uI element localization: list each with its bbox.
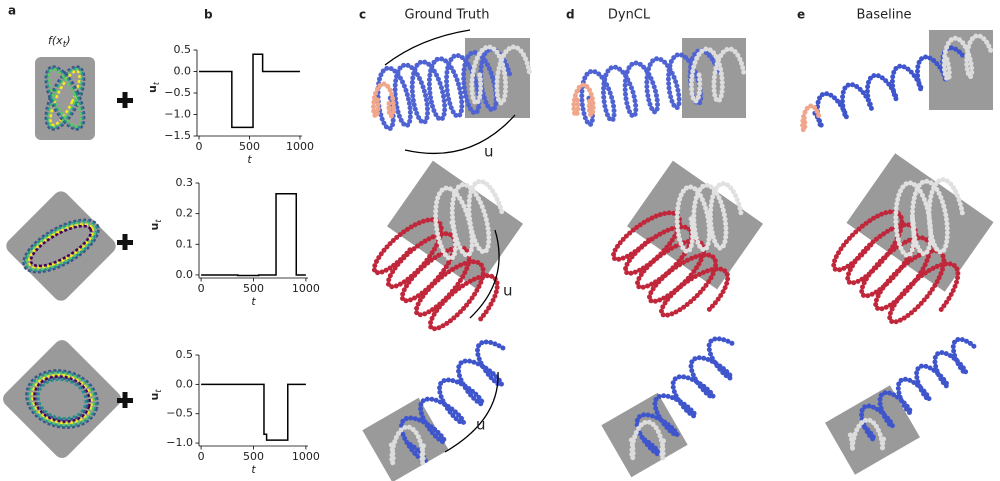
y-tick-label: 0.5 (176, 348, 194, 361)
image-background (0, 337, 124, 461)
column-title: DynCL (608, 8, 651, 23)
y-tick-label: 0.5 (174, 43, 192, 56)
y-axis-label: ut (148, 389, 163, 401)
x-axis-label: t (247, 153, 252, 166)
panel-label: b (204, 8, 213, 22)
y-axis-label-sub: t (154, 389, 163, 393)
panel-label: e (797, 8, 805, 22)
x-tick-label: 0 (196, 140, 203, 153)
plus (123, 392, 128, 408)
series-line (201, 384, 306, 440)
annotation: u (503, 282, 513, 300)
y-axis-label-main: u (148, 393, 161, 401)
y-axis-label: ut (146, 81, 161, 93)
image-background (3, 188, 119, 304)
y-tick-label: −1.0 (164, 108, 191, 121)
y-axis-label-main: u (148, 223, 161, 231)
column-title: Ground Truth (405, 8, 490, 23)
function-text: f(x (48, 34, 63, 47)
y-axis-label: ut (148, 219, 163, 231)
plus (123, 234, 128, 250)
x-tick-label: 500 (243, 450, 264, 463)
y-tick-label: 0.3 (176, 176, 194, 189)
image-background (35, 57, 95, 140)
annotation: u (484, 143, 494, 161)
image-background (825, 385, 920, 474)
y-axis-label-main: u (146, 85, 159, 93)
function-label: f(xt) (48, 34, 71, 50)
series-line (201, 194, 306, 276)
y-axis-label-sub: t (152, 81, 161, 85)
x-axis-label: t (251, 295, 256, 308)
x-tick-label: 0 (198, 282, 205, 295)
x-tick-label: 500 (243, 282, 264, 295)
y-tick-label: 0.2 (176, 207, 194, 220)
y-tick-label: −1.0 (166, 436, 193, 449)
y-tick-label: 0.1 (176, 237, 194, 250)
panel-label: c (359, 8, 366, 22)
y-tick-label: −0.5 (164, 86, 191, 99)
y-tick-label: 0.0 (176, 268, 194, 281)
figure: a b c d e Ground Truth DynCL Baseline f(… (0, 0, 1000, 481)
column-title: Baseline (856, 8, 911, 23)
x-tick-label: 1000 (286, 140, 314, 153)
y-tick-label: −1.5 (164, 129, 191, 142)
x-tick-label: 0 (198, 450, 205, 463)
function-end: ) (65, 34, 70, 47)
x-tick-label: 500 (239, 140, 260, 153)
panel-label: d (566, 8, 575, 22)
y-tick-label: −0.5 (166, 407, 193, 420)
y-tick-label: 0.0 (174, 65, 192, 78)
x-tick-label: 1000 (292, 450, 320, 463)
x-tick-label: 1000 (292, 282, 320, 295)
x-axis-label: t (251, 463, 256, 476)
annotation: u (476, 416, 486, 434)
decorations (0, 30, 994, 481)
y-tick-label: 0.0 (176, 377, 194, 390)
y-axis-label-sub: t (154, 219, 163, 223)
series-line (199, 54, 300, 127)
plus (123, 92, 128, 108)
arrow (385, 30, 470, 65)
panel-label: a (8, 4, 16, 18)
